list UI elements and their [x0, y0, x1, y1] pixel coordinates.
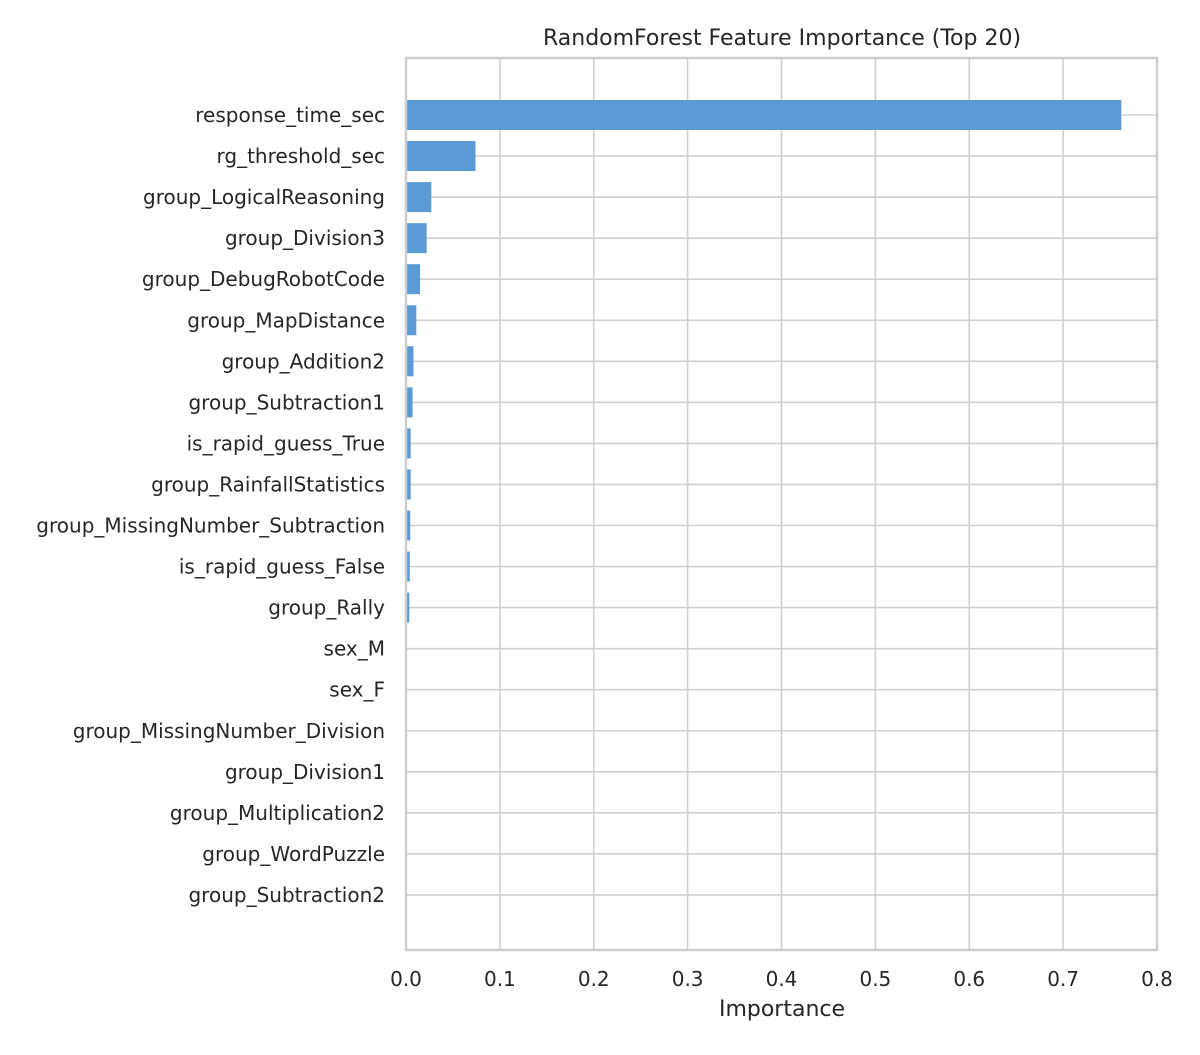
y-tick-label: group_MissingNumber_Subtraction [36, 514, 385, 538]
y-tick-label: group_Addition2 [222, 349, 385, 373]
y-tick-label: response_time_sec [195, 103, 385, 127]
x-tick-label: 0.8 [1141, 967, 1173, 991]
y-tick-label: rg_threshold_sec [217, 144, 385, 168]
y-tick-label: group_LogicalReasoning [143, 185, 385, 209]
x-tick-label: 0.1 [484, 967, 516, 991]
chart-title: RandomForest Feature Importance (Top 20) [543, 26, 1021, 51]
y-tick-label: group_Rally [268, 596, 385, 620]
x-axis-label: Importance [719, 997, 845, 1022]
y-tick-label: sex_F [329, 678, 385, 702]
y-tick-label: group_MapDistance [187, 308, 385, 332]
y-tick-label: group_RainfallStatistics [151, 472, 385, 496]
x-tick-label: 0.2 [578, 967, 610, 991]
x-tick-label: 0.0 [390, 967, 422, 991]
y-tick-label: group_Subtraction2 [188, 883, 385, 907]
x-tick-label: 0.5 [859, 967, 891, 991]
x-tick-label: 0.4 [766, 967, 798, 991]
bar-group_DebugRobotCode [406, 264, 420, 294]
y-tick-label: group_WordPuzzle [202, 842, 385, 866]
y-tick-label: group_DebugRobotCode [142, 267, 385, 291]
bar-response_time_sec [406, 100, 1121, 130]
bar-rg_threshold_sec [406, 141, 475, 171]
bars [406, 100, 1121, 910]
y-tick-label: group_Division3 [225, 226, 385, 250]
x-tick-label: 0.7 [1047, 967, 1079, 991]
x-tick-label: 0.6 [953, 967, 985, 991]
y-tick-label: group_Multiplication2 [170, 801, 385, 825]
grid-lines [406, 58, 1157, 950]
y-tick-labels: response_time_sec rg_threshold_sec group_L… [36, 103, 385, 907]
y-tick-label: is_rapid_guess_True [187, 431, 385, 455]
bar-group_Division3 [406, 223, 427, 253]
y-tick-label: group_Subtraction1 [188, 390, 385, 414]
y-tick-label: group_MissingNumber_Division [73, 719, 385, 743]
y-tick-label: group_Division1 [225, 760, 385, 784]
x-tick-labels: 0.0 0.1 0.2 0.3 0.4 0.5 0.6 0.7 0.8 [390, 967, 1173, 991]
y-tick-label: sex_M [324, 637, 385, 661]
y-tick-label: is_rapid_guess_False [179, 555, 385, 579]
x-tick-label: 0.3 [672, 967, 704, 991]
bar-group_LogicalReasoning [406, 182, 431, 212]
bar-group_MapDistance [406, 305, 416, 335]
